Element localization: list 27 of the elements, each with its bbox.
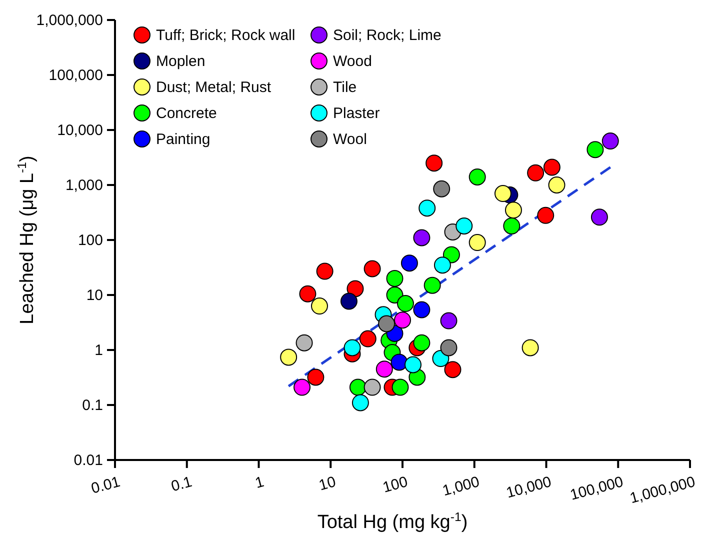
legend-label: Tuff; Brick; Rock wall bbox=[156, 27, 296, 44]
x-tick-label: 10,000 bbox=[504, 473, 554, 502]
legend-label: Concrete bbox=[156, 105, 217, 122]
y-tick-label: 100 bbox=[78, 232, 103, 249]
legend-label: Dust; Metal; Rust bbox=[156, 79, 272, 96]
y-tick-label: 10 bbox=[86, 287, 103, 304]
y-tick-label: 100,000 bbox=[48, 67, 103, 84]
legend-label: Wool bbox=[333, 131, 367, 148]
x-tick-label: 1,000 bbox=[440, 473, 482, 500]
y-tick-label: 1,000,000 bbox=[36, 12, 103, 29]
legend-label: Painting bbox=[156, 131, 210, 148]
legend-label: Soil; Rock; Lime bbox=[333, 27, 442, 44]
legend-label: Plaster bbox=[333, 105, 380, 122]
y-tick-label: 10,000 bbox=[57, 122, 103, 139]
x-tick-label: 100,000 bbox=[568, 473, 626, 504]
x-tick-label: 10 bbox=[317, 473, 338, 494]
x-tick-label: 1 bbox=[253, 473, 266, 492]
legend-label: Moplen bbox=[156, 53, 206, 70]
x-tick-label: 100 bbox=[380, 473, 410, 496]
legend-label: Wood bbox=[333, 53, 372, 70]
x-tick-label: 0.1 bbox=[169, 473, 194, 496]
y-tick-label: 1 bbox=[94, 342, 103, 359]
y-tick-label: 0.1 bbox=[82, 397, 103, 414]
y-tick-label: 0.01 bbox=[74, 452, 103, 469]
x-axis-title: Total Hg (mg kg$^{-1}$) bbox=[317, 510, 468, 533]
legend-label: Tile bbox=[333, 79, 357, 96]
y-tick-label: 1,000 bbox=[65, 177, 103, 194]
